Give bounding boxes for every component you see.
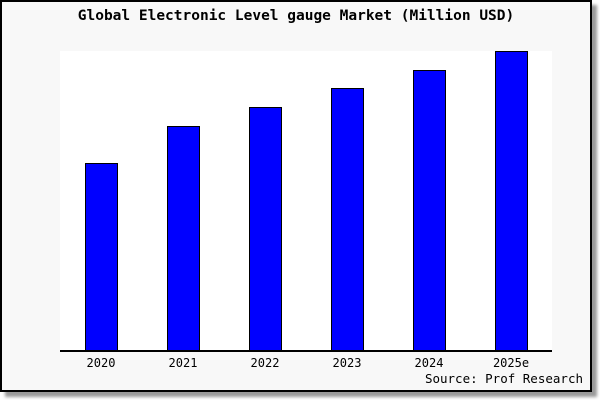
x-tick-label-2021: 2021 (168, 356, 198, 370)
bar-2023 (330, 88, 364, 350)
x-tick-label-2020: 2020 (86, 356, 116, 370)
chart-title: Global Electronic Level gauge Market (Mi… (77, 8, 515, 24)
x-tick-label-2022: 2022 (250, 356, 280, 370)
x-tick-label-2023: 2023 (332, 356, 362, 370)
x-tick-label-2024: 2024 (414, 356, 444, 370)
bar-2024 (412, 69, 446, 350)
chart-window: Global Electronic Level gauge Market (Mi… (0, 0, 592, 392)
bar-2021 (166, 125, 200, 350)
plot-area (60, 51, 552, 352)
x-tick-label-2025e: 2025e (492, 356, 530, 370)
source-note: Source: Prof Research (424, 371, 583, 386)
bar-2022 (248, 106, 282, 350)
bar-2025e (494, 51, 528, 350)
bar-2020 (84, 162, 118, 350)
